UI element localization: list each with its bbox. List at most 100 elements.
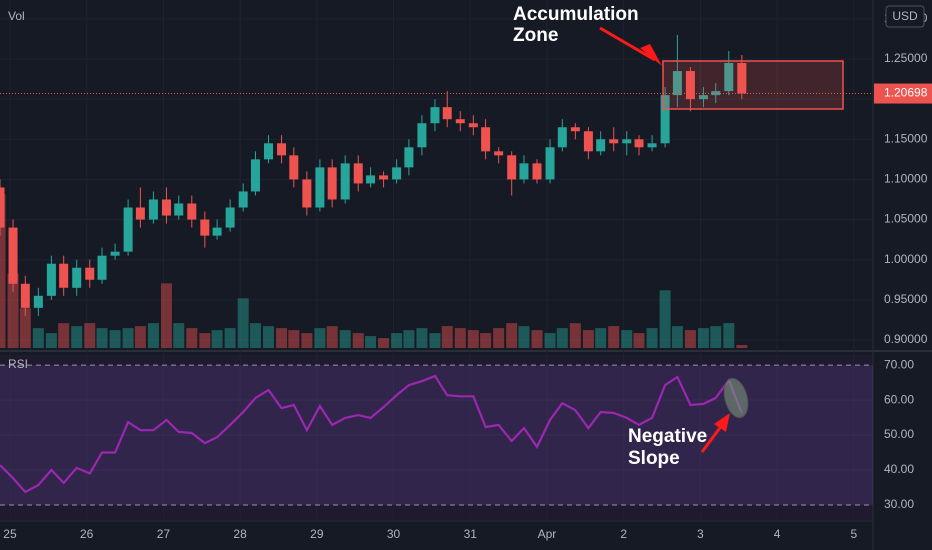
- candle-body: [724, 63, 734, 92]
- x-tick-label: 30: [387, 527, 401, 541]
- volume-bar: [403, 330, 415, 348]
- y-tick-label: 1.25000: [884, 51, 928, 65]
- volume-bar: [569, 323, 581, 348]
- candle-body: [672, 71, 682, 96]
- candle-body: [225, 207, 235, 228]
- volume-bar: [199, 333, 211, 348]
- annotation: Zone: [513, 25, 558, 46]
- y-tick-label: 1.00000: [884, 252, 928, 266]
- arrow-head: [640, 44, 662, 66]
- x-tick-label: 2: [620, 527, 627, 541]
- volume-bar: [249, 323, 261, 348]
- volume-bar: [109, 330, 121, 348]
- candle-body: [302, 179, 312, 208]
- y-tick-label: 0.95000: [884, 292, 928, 306]
- x-tick-label: 31: [464, 527, 478, 541]
- volume-bar: [416, 328, 428, 348]
- last-price-label: 1.20698: [884, 86, 928, 100]
- candle-body: [647, 143, 657, 148]
- volume-bar: [480, 333, 492, 348]
- candle-body: [161, 199, 171, 216]
- candle-body: [72, 267, 82, 288]
- volume-bar: [0, 193, 6, 348]
- y-tick-label: 30.00: [884, 497, 914, 511]
- volume-bar: [429, 333, 441, 348]
- volume-bar: [697, 328, 709, 348]
- candle-body: [583, 131, 593, 152]
- x-tick-label: Apr: [538, 527, 557, 541]
- slope-marker: [723, 377, 749, 419]
- volume-bar: [684, 330, 696, 348]
- volume-bar: [736, 345, 748, 348]
- candle-body: [711, 91, 721, 96]
- candle-body: [8, 227, 18, 284]
- volume-bar: [441, 326, 453, 348]
- volume-bar: [134, 326, 146, 348]
- candle-body: [634, 139, 644, 148]
- x-tick-label: 29: [310, 527, 324, 541]
- x-tick-label: 5: [850, 527, 857, 541]
- accumulation-zone: [662, 60, 844, 110]
- volume-bar: [671, 326, 683, 348]
- volume-bar: [582, 330, 594, 348]
- candle-body: [442, 107, 452, 120]
- candle-body: [85, 267, 95, 280]
- candle-body: [46, 263, 56, 296]
- candle-body: [97, 255, 107, 280]
- candle-body: [379, 175, 389, 180]
- candle-body: [238, 191, 248, 208]
- candle-body: [263, 143, 273, 160]
- volume-bar: [339, 330, 351, 348]
- candle-body: [33, 295, 43, 308]
- candle-body: [327, 167, 337, 200]
- volume-bar: [326, 326, 338, 348]
- y-tick-label: 1.05000: [884, 212, 928, 226]
- candle-body: [392, 167, 402, 180]
- plot-layer: 0.90000 0.95000 1.00000 1.05000 1.10000 1.150…: [0, 0, 928, 541]
- candle-body: [468, 123, 478, 128]
- volume-bar: [378, 338, 390, 348]
- volume-bar: [173, 323, 185, 348]
- volume-label: Vol: [8, 9, 25, 23]
- candle-body: [20, 283, 30, 308]
- volume-bar: [556, 328, 568, 348]
- y-tick-label: 1.15000: [884, 131, 928, 145]
- candle-body: [366, 175, 376, 184]
- candle-body: [59, 263, 69, 288]
- volume-bar: [646, 328, 658, 348]
- candle-body: [557, 127, 567, 148]
- volume-bar: [531, 330, 543, 348]
- candle-body: [0, 187, 5, 228]
- candle-body: [289, 155, 299, 180]
- candle-body: [110, 251, 120, 256]
- volume-bar: [633, 333, 645, 348]
- volume-bar: [301, 333, 313, 348]
- candle-body: [200, 219, 210, 236]
- volume-bar: [454, 328, 466, 348]
- last-price-box: [874, 83, 932, 104]
- candle-body: [481, 127, 491, 152]
- x-tick-label: 27: [157, 527, 171, 541]
- volume-bar: [147, 323, 159, 348]
- candle-body: [148, 199, 158, 220]
- volume-bar: [506, 323, 518, 348]
- volume-bar: [659, 290, 671, 348]
- candle-body: [507, 155, 517, 180]
- volume-bar: [122, 328, 134, 348]
- volume-bar: [621, 330, 633, 348]
- y-tick-label: 0.90000: [884, 332, 928, 346]
- candle-body: [277, 143, 287, 156]
- annotation: Slope: [628, 448, 680, 469]
- volume-bar: [45, 333, 57, 348]
- currency: USD: [892, 9, 918, 23]
- candle-body: [417, 123, 427, 148]
- candle-body: [135, 207, 145, 220]
- volume-bar: [84, 323, 96, 348]
- arrow: [700, 424, 724, 453]
- volume-bar: [160, 283, 172, 348]
- candle-body: [123, 207, 133, 252]
- volume-bar: [518, 326, 530, 348]
- candle-body: [404, 147, 414, 168]
- volume-bar: [262, 326, 274, 348]
